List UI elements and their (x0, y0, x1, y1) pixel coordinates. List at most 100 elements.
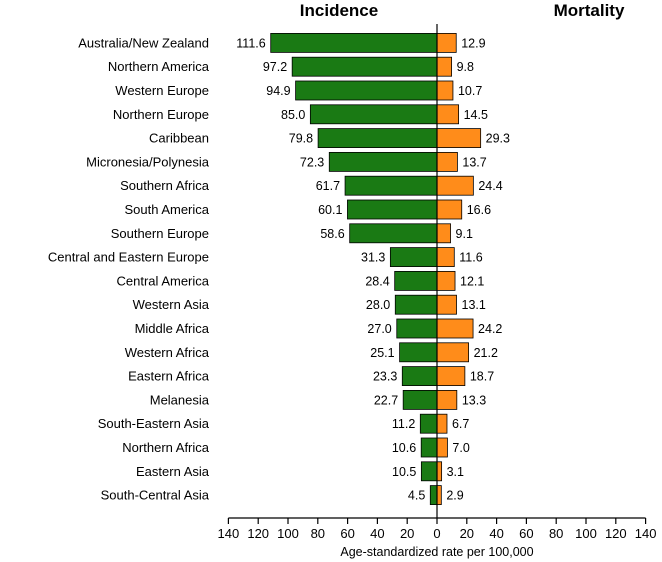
x-tick-label: 40 (370, 526, 384, 541)
mortality-value-label: 6.7 (452, 417, 469, 431)
mortality-bar (436, 270, 456, 291)
x-tick-label: 40 (489, 526, 503, 541)
x-axis-title: Age-standardized rate per 100,000 (340, 545, 533, 559)
incidence-bar (295, 80, 438, 101)
mortality-bar (436, 294, 457, 315)
category-label: Micronesia/Polynesia (86, 154, 210, 169)
category-label: South-Eastern Asia (98, 416, 210, 431)
mortality-bar (436, 318, 474, 339)
mortality-title: Mortality (554, 1, 625, 20)
mortality-bar (436, 199, 463, 220)
mortality-value-label: 7.0 (452, 441, 469, 455)
x-tick-label: 20 (460, 526, 474, 541)
bars-group: 111.6 12.9 Australia/New Zealand 97.2 9.8 Nor… (48, 33, 510, 506)
incidence-value-label: 4.5 (408, 489, 425, 503)
mortality-value-label: 13.3 (462, 393, 486, 407)
incidence-bar (328, 151, 438, 172)
incidence-bar (394, 270, 438, 291)
mortality-value-label: 9.8 (457, 60, 474, 74)
mortality-bar (436, 247, 455, 268)
incidence-bar (396, 318, 438, 339)
mortality-bar (436, 223, 451, 244)
incidence-value-label: 61.7 (316, 179, 340, 193)
category-label: Western Africa (125, 345, 210, 360)
category-label: Middle Africa (135, 321, 210, 336)
incidence-value-label: 11.2 (392, 417, 415, 431)
category-label: Southern Europe (111, 226, 209, 241)
mortality-value-label: 14.5 (464, 108, 488, 122)
mortality-bar (436, 151, 458, 172)
mortality-bar (436, 389, 458, 410)
mortality-value-label: 13.7 (462, 155, 486, 169)
mortality-bar (436, 461, 443, 482)
incidence-bar (429, 485, 438, 506)
category-label: Caribbean (149, 131, 209, 146)
mortality-value-label: 13.1 (462, 298, 486, 312)
incidence-value-label: 111.6 (236, 36, 265, 50)
category-label: Australia/New Zealand (78, 35, 209, 50)
incidence-value-label: 94.9 (266, 84, 290, 98)
x-tick-label: 80 (549, 526, 563, 541)
x-tick-label: 100 (575, 526, 597, 541)
incidence-value-label: 27.0 (367, 322, 391, 336)
x-tick-label: 140 (635, 526, 657, 541)
incidence-value-label: 97.2 (263, 60, 287, 74)
mortality-value-label: 9.1 (456, 227, 473, 241)
incidence-value-label: 79.8 (289, 132, 313, 146)
incidence-value-label: 85.0 (281, 108, 305, 122)
incidence-bar (399, 342, 438, 363)
category-label: Central America (117, 273, 210, 288)
mortality-value-label: 21.2 (474, 346, 498, 360)
category-label: Southern Africa (120, 178, 210, 193)
mortality-bar (436, 437, 448, 458)
category-label: South-Central Asia (101, 488, 210, 503)
category-label: Northern Africa (122, 440, 209, 455)
category-label: Northern Europe (113, 107, 209, 122)
incidence-value-label: 10.6 (392, 441, 416, 455)
incidence-title: Incidence (300, 1, 378, 20)
mortality-value-label: 24.4 (478, 179, 502, 193)
x-tick-label: 80 (311, 526, 325, 541)
incidence-bar (401, 366, 438, 387)
mortality-bar (436, 342, 469, 363)
incidence-bar (291, 56, 438, 77)
x-tick-label: 20 (400, 526, 414, 541)
incidence-value-label: 28.4 (365, 274, 389, 288)
mortality-value-label: 29.3 (486, 132, 510, 146)
incidence-bar (344, 175, 438, 196)
incidence-bar (270, 33, 438, 53)
incidence-bar (420, 461, 438, 482)
x-tick-label: 120 (247, 526, 269, 541)
incidence-value-label: 60.1 (318, 203, 342, 217)
incidence-value-label: 72.3 (300, 155, 324, 169)
category-label: South America (124, 202, 209, 217)
x-axis: 140 120 100 80 60 40 20 0 20 40 60 80 100 120 140 (218, 24, 657, 541)
incidence-value-label: 31.3 (361, 251, 385, 265)
mortality-bar (436, 175, 474, 196)
incidence-bar (394, 294, 438, 315)
incidence-value-label: 22.7 (374, 393, 398, 407)
category-label: Eastern Africa (128, 369, 210, 384)
incidence-value-label: 28.0 (366, 298, 390, 312)
mortality-value-label: 11.6 (459, 251, 482, 265)
incidence-bar (347, 199, 438, 220)
incidence-value-label: 23.3 (373, 370, 397, 384)
mortality-bar (436, 128, 482, 149)
x-tick-label: 60 (340, 526, 354, 541)
incidence-bar (317, 128, 438, 149)
x-tick-label: 0 (433, 526, 440, 541)
incidence-value-label: 10.5 (392, 465, 416, 479)
mortality-value-label: 12.1 (460, 274, 484, 288)
incidence-bar (389, 247, 438, 268)
incidence-bar (402, 389, 438, 410)
incidence-bar (309, 104, 438, 125)
mortality-value-label: 10.7 (458, 84, 482, 98)
mortality-value-label: 2.9 (446, 489, 463, 503)
x-tick-label: 140 (218, 526, 240, 541)
category-label: Central and Eastern Europe (48, 250, 209, 265)
incidence-bar (420, 437, 438, 458)
mortality-bar (436, 33, 457, 53)
mortality-value-label: 3.1 (447, 465, 464, 479)
x-tick-label: 100 (277, 526, 299, 541)
